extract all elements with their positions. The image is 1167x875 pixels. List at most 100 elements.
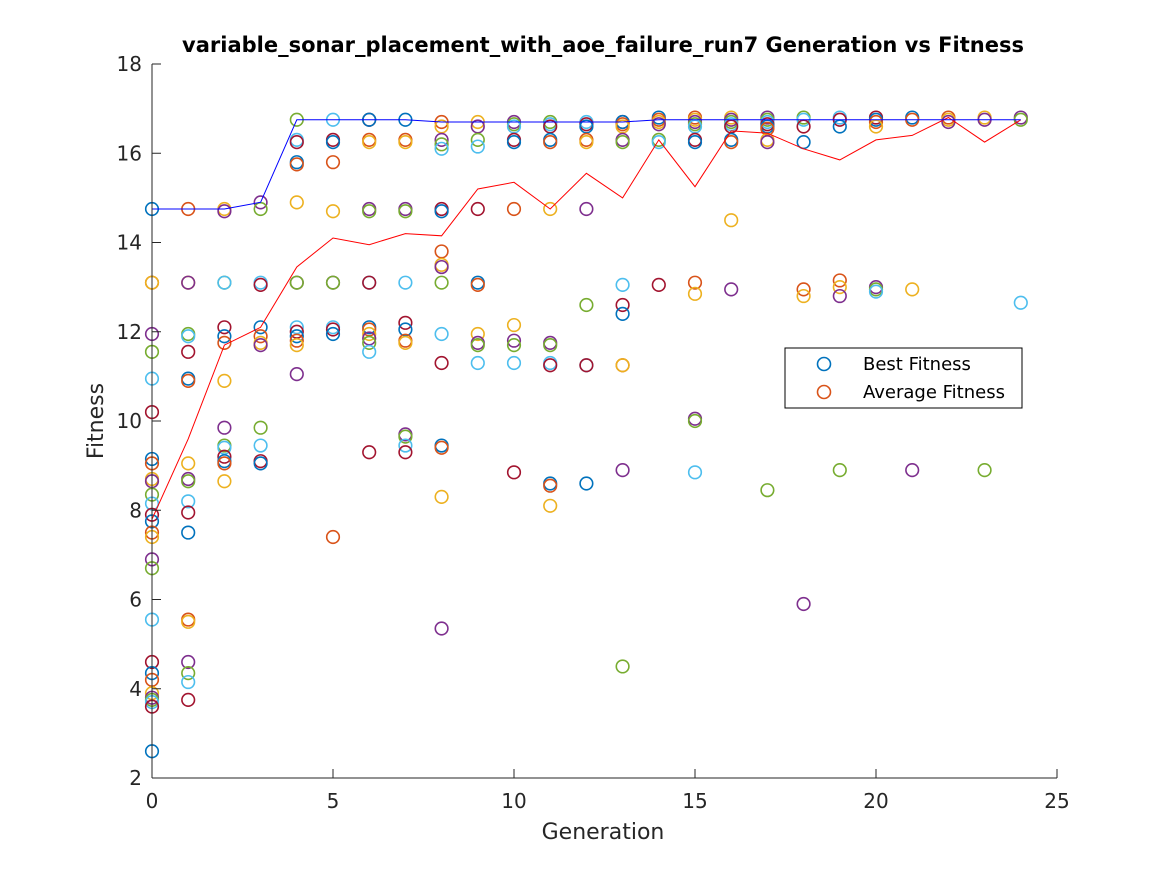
data-point: [289, 329, 304, 344]
data-point: [543, 134, 558, 150]
chart-title: variable_sonar_placement_with_aoe_failur…: [182, 33, 1024, 57]
data-point: [217, 335, 232, 351]
data-point: [977, 462, 992, 478]
data-point: [289, 367, 304, 382]
data-point: [253, 320, 268, 335]
data-point: [470, 355, 485, 371]
data-point: [615, 134, 630, 150]
data-point: [506, 134, 522, 150]
data-point: [687, 413, 703, 429]
x-tick-label: 25: [1044, 789, 1069, 813]
data-point: [181, 505, 196, 520]
data-point: [615, 297, 630, 313]
data-point: [217, 275, 232, 290]
data-point: [362, 445, 377, 460]
data-point: [832, 288, 847, 304]
data-point: [253, 195, 268, 210]
data-point: [543, 498, 558, 513]
data-point: [760, 483, 775, 498]
data-point: [615, 462, 630, 478]
data-point: [615, 306, 630, 322]
data-point: [398, 275, 413, 290]
average-fitness-line: [151, 116, 1022, 520]
data-point: [470, 132, 485, 147]
data-point: [832, 462, 847, 478]
data-point: [217, 320, 232, 335]
data-point: [434, 275, 449, 290]
data-point: [362, 134, 377, 150]
data-point: [615, 659, 630, 674]
data-point: [398, 429, 413, 444]
y-tick-label: 6: [129, 588, 142, 612]
legend-label-best: Best Fitness: [863, 354, 971, 375]
data-point: [289, 333, 304, 348]
data-point: [398, 445, 413, 460]
data-point: [905, 282, 920, 297]
data-point: [289, 134, 304, 150]
data-point: [217, 420, 232, 435]
data-point: [325, 155, 341, 170]
data-point: [506, 338, 522, 353]
data-point: [506, 201, 522, 217]
data-point: [181, 666, 196, 681]
y-tick-label: 14: [117, 231, 142, 255]
y-tick-label: 10: [117, 409, 142, 433]
data-point: [470, 201, 485, 217]
data-point: [289, 275, 304, 290]
data-point: [543, 201, 558, 217]
data-point: [506, 355, 522, 371]
data-point: [181, 456, 196, 471]
legend-label-average: Average Fitness: [863, 382, 1005, 403]
data-point: [398, 315, 413, 330]
data-point: [434, 259, 449, 275]
data-point: [687, 134, 703, 150]
data-point: [398, 335, 413, 351]
data-point: [724, 213, 739, 228]
data-point: [181, 494, 196, 509]
data-point: [760, 134, 775, 150]
data-point: [362, 335, 377, 351]
data-point: [579, 297, 594, 313]
line-layer: [151, 116, 1022, 520]
data-point: [181, 373, 196, 388]
data-point: [362, 326, 377, 342]
x-tick-label: 10: [501, 789, 526, 813]
data-point: [651, 117, 666, 132]
data-point: [253, 277, 268, 292]
data-point: [181, 614, 196, 629]
data-point: [181, 474, 196, 489]
y-tick-label: 16: [117, 141, 142, 165]
x-tick-label: 15: [682, 789, 707, 813]
data-point: [615, 358, 630, 373]
data-point: [470, 338, 485, 353]
data-point: [253, 338, 268, 353]
x-axis-label: Generation: [542, 820, 665, 845]
legend: Best Fitness Average Fitness: [784, 347, 1023, 409]
data-point: [181, 329, 196, 344]
x-tick-label: 20: [863, 789, 888, 813]
x-tick-label: 0: [146, 789, 159, 813]
data-point: [724, 282, 739, 297]
legend-marker-average: [816, 384, 832, 400]
data-point: [181, 275, 196, 290]
data-point: [651, 277, 666, 292]
data-point: [253, 329, 268, 344]
y-axis-label: Fitness: [84, 383, 109, 459]
data-point: [434, 204, 449, 219]
data-point: [181, 654, 196, 670]
data-point: [651, 134, 666, 150]
data-point: [506, 465, 522, 480]
data-point: [543, 338, 558, 353]
data-point: [796, 282, 811, 297]
data-point: [217, 456, 232, 471]
data-point: [434, 141, 449, 156]
data-point: [398, 438, 413, 453]
data-point: [253, 420, 268, 435]
data-point: [289, 195, 304, 210]
data-point: [325, 204, 341, 219]
data-point: [217, 329, 232, 344]
data-point: [796, 288, 811, 304]
y-tick-label: 18: [117, 52, 142, 76]
data-point: [579, 201, 594, 217]
data-point: [434, 621, 449, 636]
